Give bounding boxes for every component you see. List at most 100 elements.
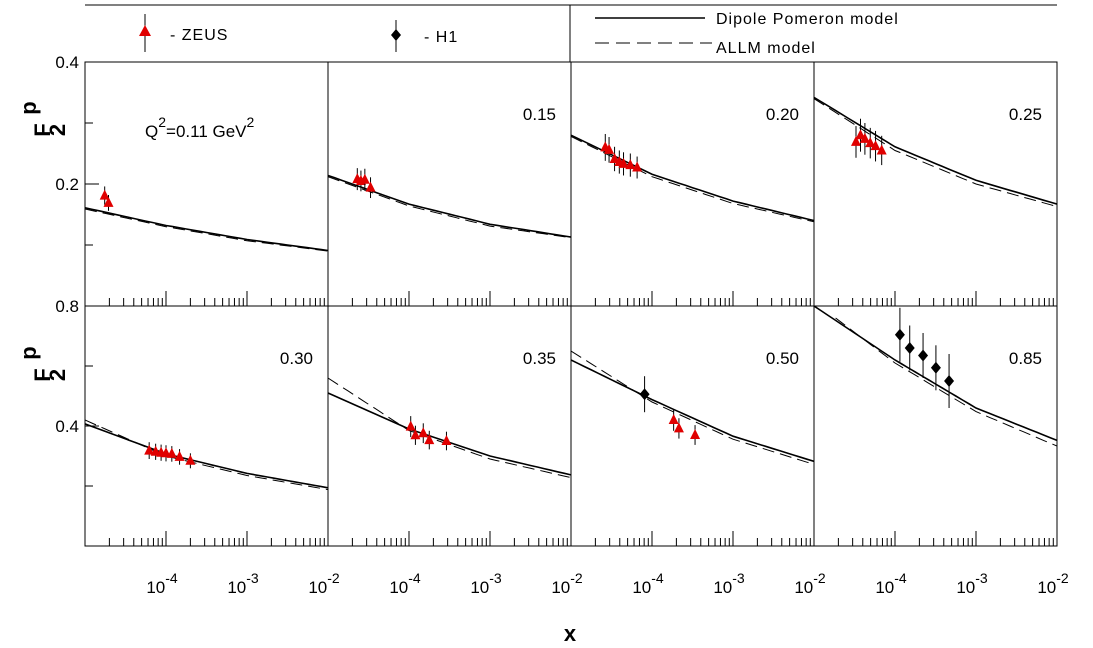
panel-q2-label: 0.20 xyxy=(766,105,799,124)
panel-4: 0.25 xyxy=(813,61,1058,307)
y-title-bottom-main: F xyxy=(30,368,55,381)
y-tick-label: 0.2 xyxy=(55,175,79,194)
panel-5: 0.4 0.8 0.30 xyxy=(55,297,329,547)
x-tick-label: 10-4 xyxy=(875,570,907,597)
zeus-point xyxy=(441,435,452,445)
y-axis-title-top: F p 2 xyxy=(16,101,70,136)
y-axis-title-bottom: F p 2 xyxy=(16,346,70,381)
zeus-legend-label: - ZEUS xyxy=(170,27,228,44)
h1-point xyxy=(894,328,905,341)
h1-legend-label: - H1 xyxy=(424,29,458,46)
x-tick-label: 10-4 xyxy=(146,570,178,597)
allm-curve xyxy=(571,350,814,465)
zeus-point xyxy=(625,159,636,170)
x-axis-title: x xyxy=(564,621,577,646)
allm-curve xyxy=(85,419,328,491)
x-tick-label: 10-3 xyxy=(470,570,502,597)
y-title-top-sub: 2 xyxy=(45,124,70,136)
y-title-bottom-sub: 2 xyxy=(45,369,70,381)
x-tick-label: 10-4 xyxy=(632,570,664,597)
zeus-point xyxy=(668,414,679,424)
y-tick-label: 0.4 xyxy=(55,417,79,436)
panel-q2-label: 0.30 xyxy=(280,349,313,368)
panel-8: 0.85 xyxy=(813,305,1058,547)
zeus-point xyxy=(410,429,421,440)
panel-frame xyxy=(570,61,815,307)
x-tick-label: 10-2 xyxy=(794,570,826,597)
h1-point xyxy=(904,342,915,354)
dipole-curve xyxy=(571,134,814,222)
zeus-point xyxy=(99,189,110,200)
x-tick-label: 10-2 xyxy=(308,570,340,597)
y-title-bottom-sup: p xyxy=(16,346,41,359)
zeus-legend-marker xyxy=(139,25,151,36)
panel-frame xyxy=(327,305,572,547)
panel-frame xyxy=(813,305,1058,547)
x-tick-label: 10-3 xyxy=(713,570,745,597)
panel-frame xyxy=(84,61,329,307)
zeus-point xyxy=(166,447,177,458)
panel-frame xyxy=(570,305,815,547)
allm-curve xyxy=(814,98,1057,208)
x-tick-label: 10-2 xyxy=(1037,570,1069,597)
legend-dipole: Dipole Pomeron model xyxy=(595,11,899,28)
dipole-curve xyxy=(571,359,814,463)
zeus-point xyxy=(359,173,370,184)
zeus-point xyxy=(876,144,887,155)
zeus-point xyxy=(174,450,185,461)
panel-q2-label: Q2=0.11 GeV2 xyxy=(145,114,255,141)
h1-point xyxy=(930,361,941,374)
x-tick-labels: 10-4 10-3 10-2 10-4 10-3 10-2 10-4 10-3 10-2 10-4… xyxy=(146,570,1069,597)
zeus-point xyxy=(365,181,376,192)
panel-q2-label: 0.85 xyxy=(1009,349,1042,368)
legend-zeus: - ZEUS xyxy=(139,14,228,52)
dipole-curve xyxy=(85,207,328,252)
legend-allm: ALLM model xyxy=(595,40,816,57)
dipole-legend-label: Dipole Pomeron model xyxy=(716,11,899,28)
dipole-curve xyxy=(814,96,1057,205)
zeus-point xyxy=(418,427,429,438)
h1-point xyxy=(918,349,929,362)
zeus-point xyxy=(850,135,861,146)
h1-point xyxy=(944,375,955,387)
allm-curve xyxy=(328,377,571,479)
zeus-point xyxy=(604,143,615,154)
panel-7: 0.50 xyxy=(570,305,815,547)
zeus-point xyxy=(673,422,684,433)
y-title-top-sup: p xyxy=(16,101,41,114)
panel-6: 0.35 xyxy=(327,305,572,547)
panels-grid: 0.2 0.4 Q2=0.11 GeV2 0.15 0.20 0.25 0.4 0.8 0.30… xyxy=(55,53,1058,547)
zeus-point xyxy=(870,140,881,151)
zeus-point xyxy=(144,444,155,455)
zeus-point xyxy=(690,429,701,439)
allm-curve xyxy=(571,135,814,223)
h1-legend-marker xyxy=(391,29,401,41)
zeus-point xyxy=(618,157,629,168)
allm-legend-label: ALLM model xyxy=(716,40,816,57)
panel-q2-label: 0.25 xyxy=(1009,105,1042,124)
zeus-point xyxy=(865,137,876,148)
y-title-top-main: F xyxy=(30,123,55,136)
zeus-point xyxy=(859,132,870,143)
panel-1: 0.2 0.4 Q2=0.11 GeV2 xyxy=(55,53,329,307)
zeus-point xyxy=(185,454,196,465)
dipole-curve xyxy=(328,392,571,476)
legend: - ZEUS - H1 Dipole Pomeron model ALLM mo… xyxy=(85,4,1057,62)
panel-2: 0.15 xyxy=(327,61,572,307)
panel-q2-label: 0.50 xyxy=(766,349,799,368)
dipole-curve xyxy=(85,423,328,489)
legend-h1: - H1 xyxy=(391,20,458,52)
panel-frame xyxy=(813,61,1058,307)
x-tick-label: 10-4 xyxy=(389,570,421,597)
panel-frame xyxy=(84,305,329,547)
x-tick-label: 10-3 xyxy=(956,570,988,597)
zeus-point xyxy=(103,196,114,207)
x-tick-label: 10-3 xyxy=(227,570,259,597)
zeus-point xyxy=(405,420,416,431)
y-tick-label: 0.8 xyxy=(55,297,79,316)
zeus-point xyxy=(424,434,435,445)
allm-curve xyxy=(85,208,328,252)
x-tick-label: 10-2 xyxy=(551,570,583,597)
panel-q2-label: 0.35 xyxy=(523,349,556,368)
